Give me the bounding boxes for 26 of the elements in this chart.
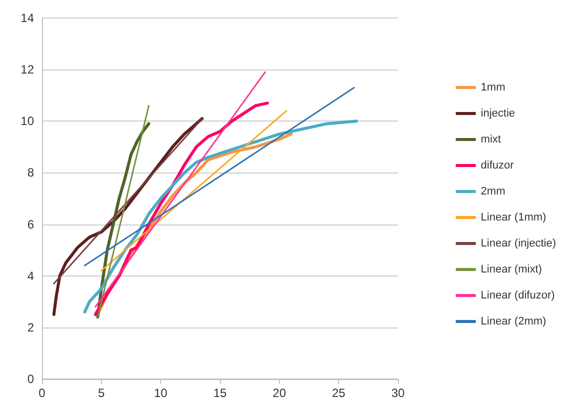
x-tick-label: 5	[98, 386, 105, 400]
legend-label: Linear (mixt)	[480, 264, 542, 276]
x-tick-label: 15	[213, 386, 227, 400]
y-tick-label: 0	[27, 372, 34, 386]
legend-label: 1mm	[480, 82, 506, 94]
legend-label: Linear (2mm)	[480, 316, 546, 328]
legend-label: mixt	[480, 134, 501, 146]
legend-label: 2mm	[480, 186, 506, 198]
y-tick-label: 12	[20, 62, 34, 77]
legend-label: difuzor	[480, 160, 514, 172]
x-tick-label: 20	[272, 386, 286, 400]
line-series	[83, 120, 358, 314]
legend-label: Linear (injectie)	[480, 238, 556, 250]
legend-label: Linear (1mm)	[480, 212, 546, 224]
x-tick-label: 0	[38, 386, 46, 400]
y-tick-label: 6	[27, 217, 34, 232]
y-tick-label: 4	[27, 268, 34, 283]
x-tick-label: 10	[154, 386, 168, 400]
y-tick-label: 8	[27, 166, 34, 180]
y-tick-label: 2	[27, 320, 34, 334]
y-tick-label: 10	[20, 114, 34, 128]
legend-label: Linear (difuzor)	[480, 290, 555, 302]
y-tick-label: 14	[20, 11, 34, 25]
legend-label: injectie	[480, 108, 516, 120]
x-tick-label: 25	[332, 386, 346, 400]
x-tick-label: 30	[391, 386, 405, 400]
